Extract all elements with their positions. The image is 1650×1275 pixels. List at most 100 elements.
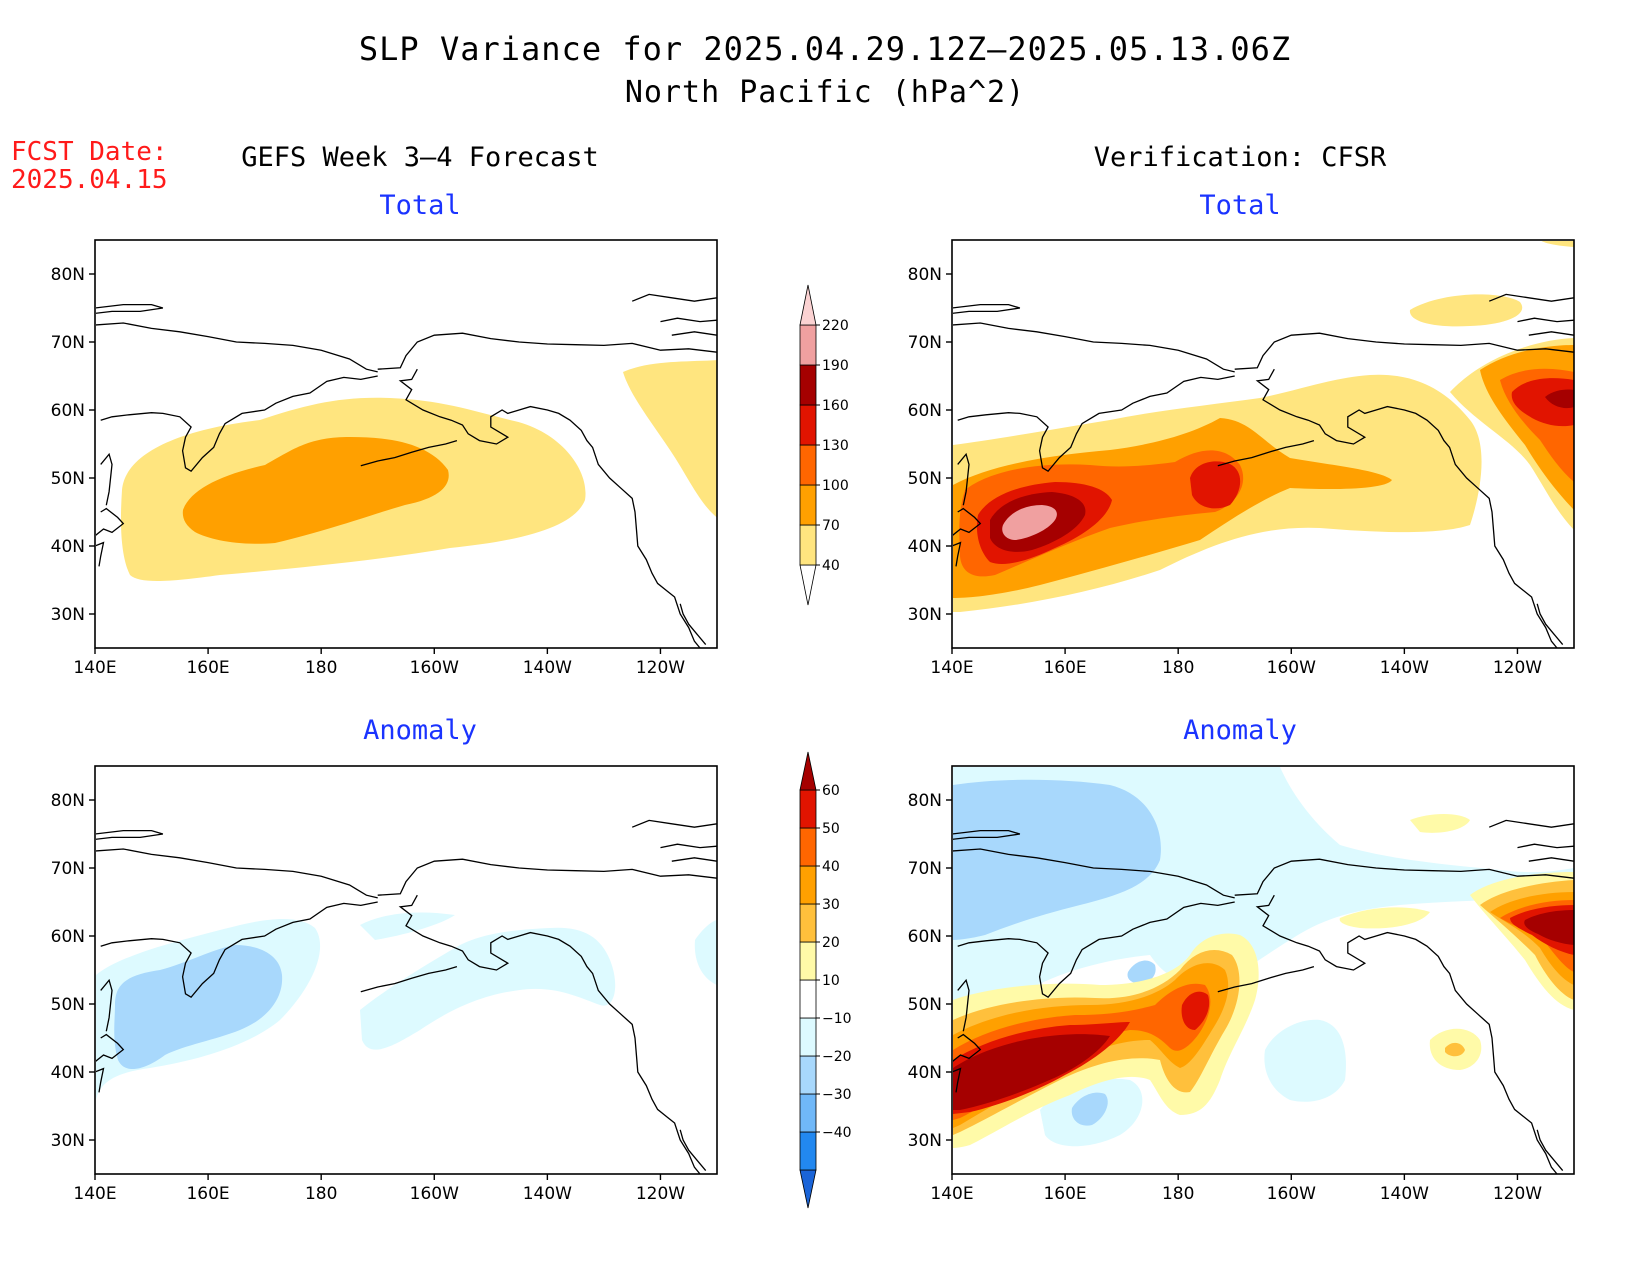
lat-tick-label: 40N	[51, 537, 85, 557]
colorbar-label: 30	[822, 897, 840, 913]
forecast-date-block: FCST Date: 2025.04.15	[11, 138, 168, 194]
colorbar-label: 40	[822, 859, 840, 875]
shade-10-20-b	[1410, 814, 1470, 833]
colorbar-total: 220 190 160 130 100 70 40	[799, 284, 849, 606]
coastline	[1234, 332, 1574, 370]
panel-title-forecast-total: Total	[379, 190, 461, 221]
coastline	[1217, 439, 1315, 467]
shade-70-100	[182, 437, 449, 544]
colorbar-swatch	[799, 364, 817, 406]
coastline	[631, 293, 717, 302]
coastline	[100, 452, 113, 506]
shade-minus10-minus20-b	[1264, 1019, 1346, 1102]
colorbar-label: 10	[822, 973, 840, 989]
lon-tick-label: 120W	[636, 1184, 685, 1204]
coastline	[957, 901, 1235, 999]
shade-minus20-minus30	[114, 945, 283, 1070]
lon-tick-label: 140E	[73, 1184, 116, 1204]
panel-title-verification-anomaly: Anomaly	[1183, 715, 1297, 746]
coastline	[360, 965, 458, 993]
coastline	[957, 978, 970, 1032]
lat-tick-label: 70N	[908, 333, 942, 353]
axes-forecast-total: 80N 70N 60N 50N 40N 30N 140E 160E 180 160W 140W 120…	[51, 265, 686, 678]
shade-190-220	[1002, 505, 1057, 540]
shade-minus20-minus30-c	[1071, 1092, 1108, 1126]
lon-tick-label: 160W	[410, 1184, 459, 1204]
lat-tick-label: 50N	[908, 995, 942, 1015]
lat-tick-label: 60N	[908, 401, 942, 421]
colorbar-swatch	[799, 903, 817, 943]
coastline	[953, 1067, 962, 1093]
colorbar-swatch	[799, 827, 817, 867]
colorbar-swatch	[799, 751, 817, 791]
coastline	[953, 322, 1235, 373]
coastline	[660, 843, 717, 849]
coastline	[1488, 819, 1574, 828]
coastline	[1217, 965, 1315, 993]
lon-tick-label: 140W	[1380, 1184, 1429, 1204]
coastlines-forecast-total	[96, 293, 717, 648]
shade-40-50	[953, 983, 1211, 1120]
coastline	[679, 1129, 707, 1172]
colorbar-label: −30	[822, 1087, 852, 1103]
lon-tick-label: 140E	[73, 658, 116, 678]
shade-130-160-b	[1190, 461, 1241, 509]
lat-tick-label: 30N	[908, 1131, 942, 1151]
coastlines-verification-anomaly	[953, 819, 1574, 1174]
lat-tick-label: 70N	[51, 859, 85, 879]
lon-tick-label: 160E	[1043, 658, 1086, 678]
map-panel-verification-anomaly: 80N 70N 60N 50N 40N 30N 140E 160E 180 160W 140W 120…	[908, 765, 1575, 1204]
coastline	[1536, 1129, 1564, 1172]
lon-tick-label: 160W	[1267, 1184, 1316, 1204]
coastline	[953, 848, 1235, 899]
colorbar-swatch	[799, 1093, 817, 1133]
colorbar-swatch	[799, 941, 817, 981]
coastline	[957, 375, 1235, 473]
colorbar-swatch	[799, 404, 817, 446]
lat-tick-label: 30N	[51, 1131, 85, 1151]
shade-60-plus	[953, 1034, 1110, 1110]
lon-tick-label: 180	[1162, 1184, 1194, 1204]
colorbar-label: 50	[822, 821, 840, 837]
colorbar-label: 160	[822, 398, 849, 414]
shading-forecast-total	[120, 360, 717, 582]
colorbar-swatch	[799, 324, 817, 366]
colorbar-label: 70	[822, 518, 840, 534]
colorbar-label: 190	[822, 358, 849, 374]
figure-subtitle: North Pacific (hPa^2)	[624, 75, 1026, 110]
coastline	[1488, 293, 1574, 302]
axes-verification-anomaly: 80N 70N 60N 50N 40N 30N 140E 160E 180 160W 140W 120…	[908, 791, 1543, 1204]
coastline	[96, 1033, 125, 1062]
coastline	[1234, 858, 1574, 896]
colorbar-label: 40	[822, 558, 840, 574]
map-frame	[94, 239, 718, 649]
lat-tick-label: 60N	[908, 927, 942, 947]
coastline	[1528, 857, 1574, 862]
coastline	[671, 331, 717, 336]
lat-tick-label: 30N	[51, 605, 85, 625]
lat-tick-label: 80N	[908, 791, 942, 811]
map-panel-forecast-anomaly: 80N 70N 60N 50N 40N 30N 140E 160E 180 160W 140W 120…	[51, 765, 718, 1204]
coastline	[398, 894, 701, 1174]
colorbar-label: 220	[822, 318, 849, 334]
coastline	[100, 978, 113, 1032]
colorbar-swatch	[799, 564, 817, 606]
lon-tick-label: 180	[1162, 658, 1194, 678]
colorbar-swatch	[799, 524, 817, 566]
coastline	[96, 1067, 105, 1093]
coastline	[953, 541, 962, 567]
coastline	[953, 507, 982, 536]
shade-minus20-minus30-b	[1127, 960, 1156, 984]
coastline	[1255, 368, 1558, 648]
lon-tick-label: 120W	[1493, 658, 1542, 678]
coastline	[96, 541, 105, 567]
panel-title-forecast-anomaly: Anomaly	[363, 715, 477, 746]
coastline	[96, 507, 125, 536]
shade-minus10-minus20-d	[694, 920, 717, 985]
lon-tick-label: 120W	[636, 658, 685, 678]
coastline	[96, 848, 378, 899]
lon-tick-label: 160E	[186, 658, 229, 678]
lat-tick-label: 80N	[908, 265, 942, 285]
colorbar-swatch	[799, 444, 817, 486]
